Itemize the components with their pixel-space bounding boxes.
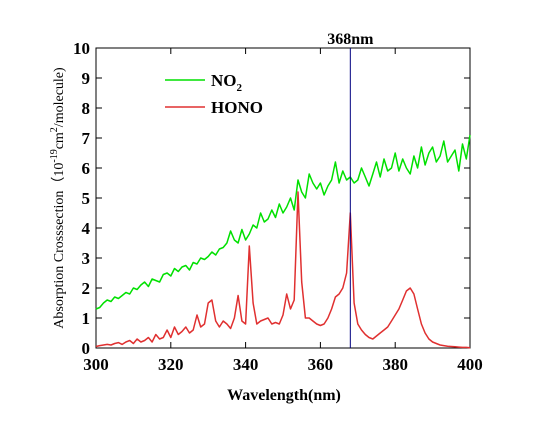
annotation-label: 368nm [327, 31, 374, 48]
y-tick-label: 0 [82, 339, 91, 358]
y-tick-label: 6 [82, 159, 91, 178]
y-tick-label: 9 [82, 69, 91, 88]
x-tick-label: 400 [457, 355, 483, 374]
y-axis-ticks: 0 1 2 3 4 5 6 7 8 9 10 [73, 39, 470, 358]
series-line-hono [95, 191, 471, 349]
y-tick-label: 1 [82, 309, 91, 328]
y-tick-label: 5 [82, 189, 91, 208]
y-axis-title: Absorption Crosssection（10-19cm2/molecul… [49, 67, 67, 329]
legend: NO2 HONO [165, 71, 263, 117]
legend-label-hono: HONO [211, 98, 263, 117]
x-axis-title: Wavelength(nm) [227, 387, 341, 404]
series-line-no2 [95, 134, 471, 310]
legend-label-no2: NO2 [211, 71, 243, 94]
y-tick-label: 8 [82, 99, 91, 118]
y-tick-label: 4 [82, 219, 91, 238]
x-tick-label: 320 [158, 355, 184, 374]
x-tick-label: 300 [83, 355, 109, 374]
y-tick-label: 10 [73, 39, 90, 58]
y-tick-label: 3 [82, 249, 91, 268]
y-tick-label: 7 [82, 129, 91, 148]
plot-area-frame [95, 47, 471, 349]
series-layer [95, 134, 471, 349]
x-tick-label: 380 [382, 355, 408, 374]
x-tick-label: 340 [233, 355, 259, 374]
y-tick-label: 2 [82, 279, 91, 298]
x-axis-ticks: 300 320 340 360 380 400 [83, 48, 483, 374]
x-tick-label: 360 [308, 355, 334, 374]
